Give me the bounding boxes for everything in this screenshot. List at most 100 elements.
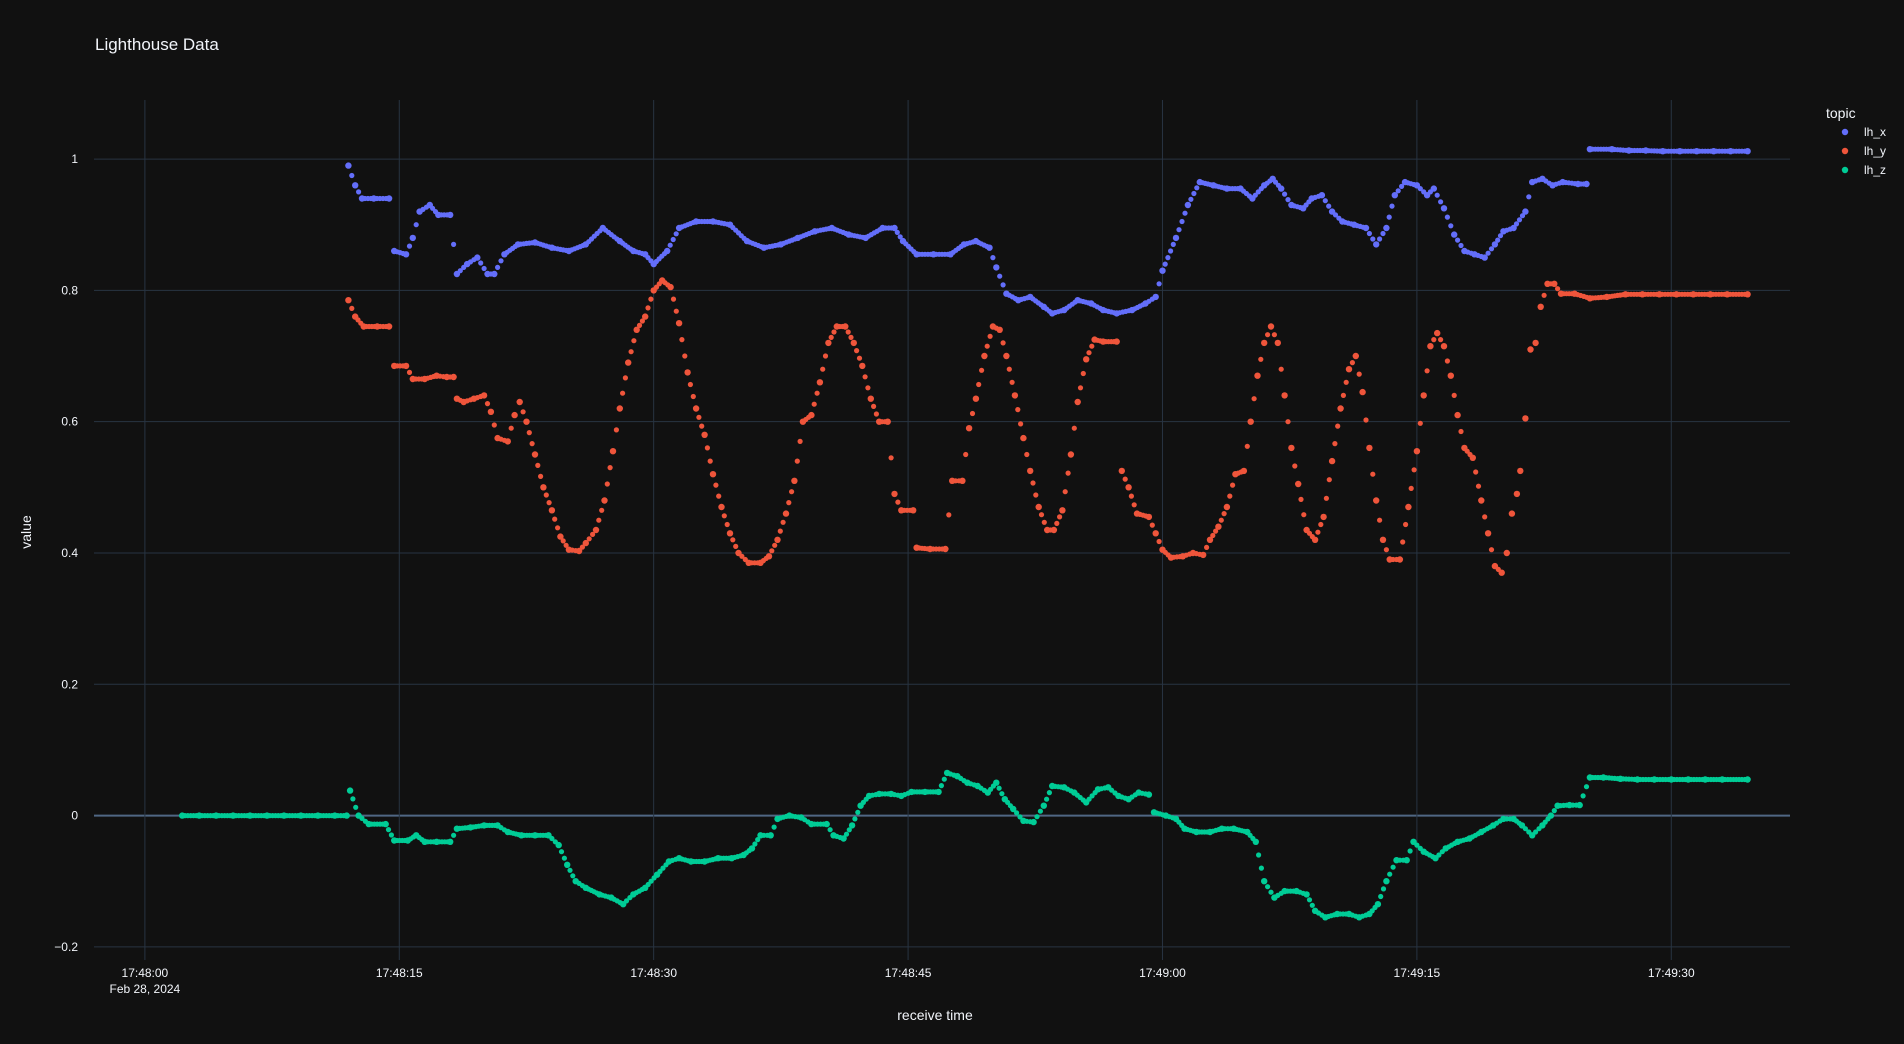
data-point <box>481 265 487 272</box>
data-point <box>959 477 966 484</box>
data-point <box>495 264 501 270</box>
data-point <box>491 422 497 428</box>
data-point <box>557 533 564 540</box>
data-point <box>692 405 700 412</box>
data-point <box>1320 513 1327 521</box>
data-point <box>1034 814 1040 820</box>
data-point <box>855 809 861 815</box>
data-point <box>1427 343 1434 350</box>
data-point <box>1513 490 1521 498</box>
data-point <box>771 824 777 830</box>
data-point <box>1318 521 1324 528</box>
data-point <box>350 796 356 802</box>
data-point <box>385 195 393 202</box>
data-point <box>1389 203 1395 209</box>
data-point <box>1377 517 1383 523</box>
y-tick-label: 0.8 <box>61 283 78 297</box>
data-point <box>1508 510 1516 517</box>
data-point <box>820 366 826 372</box>
data-point <box>487 408 495 415</box>
data-point <box>1009 379 1015 385</box>
data-point <box>508 425 514 431</box>
legend-item-label: lh_x <box>1864 125 1886 139</box>
series-lh_z <box>179 769 1751 921</box>
data-point <box>842 323 849 330</box>
data-point <box>748 845 756 852</box>
data-point <box>1282 191 1288 197</box>
data-point <box>622 375 629 381</box>
data-point <box>769 548 775 554</box>
data-point <box>696 414 702 420</box>
data-point <box>353 804 359 810</box>
data-point <box>1519 213 1526 219</box>
data-point <box>1395 188 1401 194</box>
data-point <box>993 264 1000 271</box>
data-point <box>1380 886 1387 892</box>
data-point <box>679 337 685 343</box>
data-point <box>794 458 800 464</box>
data-point <box>1417 420 1423 426</box>
data-point <box>1458 242 1464 249</box>
data-point <box>1252 838 1260 845</box>
data-point <box>1485 250 1491 256</box>
data-point <box>976 381 982 388</box>
data-point <box>1517 467 1524 475</box>
data-point <box>555 525 561 531</box>
data-point <box>1337 405 1344 412</box>
data-point <box>1744 148 1751 155</box>
data-point <box>561 855 568 861</box>
data-point <box>780 519 786 525</box>
data-point <box>1555 286 1561 292</box>
data-point <box>1027 467 1034 475</box>
data-point <box>558 849 565 855</box>
data-point <box>963 451 969 458</box>
data-point <box>707 458 713 464</box>
data-point <box>1326 203 1332 209</box>
data-point <box>382 820 389 828</box>
data-point <box>1044 796 1050 802</box>
data-point <box>564 861 571 868</box>
data-point <box>1292 463 1298 469</box>
data-point <box>1366 230 1372 237</box>
data-point <box>726 530 734 537</box>
data-point <box>1215 523 1222 530</box>
data-point <box>1473 469 1479 475</box>
data-point <box>575 547 583 555</box>
data-point <box>1403 521 1409 528</box>
data-point <box>1301 512 1307 518</box>
data-point <box>645 305 651 311</box>
data-point <box>888 455 894 461</box>
data-point <box>1213 528 1219 534</box>
legend-title: topic <box>1826 105 1856 121</box>
data-point <box>1352 352 1360 360</box>
data-point <box>1403 857 1410 864</box>
data-point <box>625 359 632 366</box>
data-point <box>782 510 790 517</box>
data-point <box>1448 223 1454 229</box>
data-point <box>1176 227 1182 233</box>
data-point <box>1261 878 1268 885</box>
data-point <box>1400 539 1406 545</box>
data-point <box>684 369 691 376</box>
data-point <box>1484 530 1492 537</box>
data-point <box>1469 454 1477 461</box>
data-point <box>1370 471 1376 477</box>
data-point <box>529 441 535 447</box>
data-point <box>1285 197 1291 203</box>
data-point <box>1265 332 1271 338</box>
data-point <box>941 776 947 782</box>
data-point <box>511 411 518 419</box>
x-date-label: Feb 28, 2024 <box>110 982 181 996</box>
y-tick-label: 0.2 <box>61 677 78 691</box>
data-point <box>543 492 549 498</box>
data-point <box>673 308 679 314</box>
data-point <box>1386 214 1392 220</box>
data-point <box>1315 529 1321 535</box>
data-point <box>884 418 891 425</box>
data-point <box>1268 889 1274 895</box>
data-point <box>670 236 676 243</box>
data-point <box>701 431 708 438</box>
data-point <box>713 482 719 488</box>
data-point <box>993 779 1000 786</box>
